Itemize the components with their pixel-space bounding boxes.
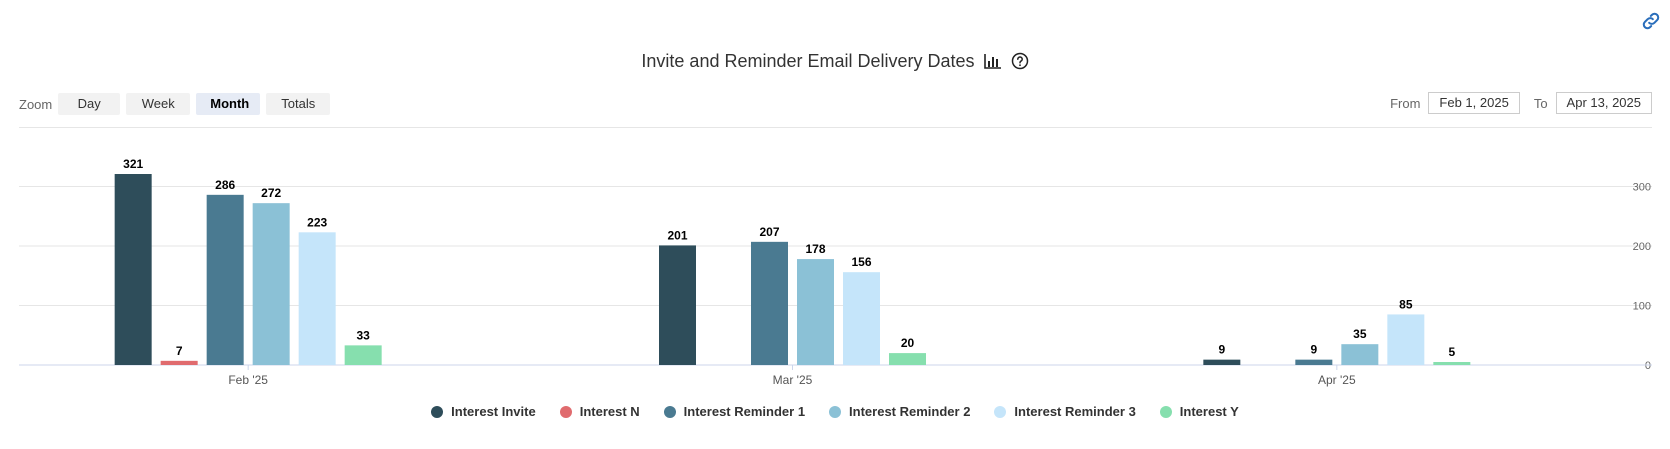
data-label: 9 — [1218, 343, 1225, 357]
x-tick-label: Mar '25 — [773, 373, 813, 387]
data-label: 85 — [1399, 297, 1413, 311]
y-tick-label: 0 — [1645, 360, 1651, 372]
data-label: 223 — [307, 215, 327, 229]
chart-title: Invite and Reminder Email Delivery Dates — [0, 50, 1670, 72]
chart-legend: Interest Invite Interest N Interest Remind… — [0, 404, 1670, 419]
legend-label: Interest Y — [1179, 404, 1239, 419]
data-label: 7 — [176, 344, 183, 358]
data-label: 156 — [851, 255, 871, 269]
bar — [1295, 359, 1333, 365]
legend-marker — [1159, 405, 1172, 418]
toolbar-divider — [19, 127, 1652, 128]
data-label: 207 — [759, 225, 779, 239]
data-label: 9 — [1310, 343, 1317, 357]
bar — [797, 259, 834, 365]
zoom-totals-button[interactable]: Totals — [266, 93, 331, 115]
bar — [252, 203, 290, 365]
y-tick-label: 300 — [1633, 182, 1651, 194]
bar — [1341, 344, 1379, 365]
legend-label: Interest Reminder 2 — [849, 404, 971, 419]
bar — [1387, 314, 1425, 365]
zoom-week-button[interactable]: Week — [126, 93, 191, 115]
from-date-input[interactable]: Feb 1, 2025 — [1428, 92, 1520, 114]
legend-marker — [559, 405, 572, 418]
data-label: 321 — [123, 157, 143, 171]
bar — [114, 174, 152, 365]
data-label: 35 — [1353, 327, 1367, 341]
to-date-input[interactable]: Apr 13, 2025 — [1555, 92, 1652, 114]
bar — [1203, 359, 1241, 365]
bar — [659, 245, 696, 365]
zoom-month-button[interactable]: Month — [196, 93, 261, 115]
chart-title-text: Invite and Reminder Email Delivery Dates — [641, 50, 975, 71]
data-label: 286 — [215, 178, 235, 192]
data-label: 272 — [261, 186, 281, 200]
to-label: To — [1533, 95, 1548, 111]
data-label: 33 — [356, 328, 370, 342]
bar — [344, 345, 382, 365]
legend-label: Interest Invite — [451, 404, 536, 419]
bar — [1433, 362, 1471, 365]
legend-item[interactable]: Interest Reminder 2 — [829, 404, 970, 419]
legend-marker — [431, 405, 444, 418]
zoom-day-button[interactable]: Day — [58, 93, 121, 115]
legend-item[interactable]: Interest Reminder 3 — [994, 404, 1136, 419]
data-label: 178 — [805, 242, 825, 256]
legend-item[interactable]: Interest Y — [1159, 404, 1239, 419]
from-label: From — [1390, 95, 1421, 111]
legend-marker — [663, 405, 676, 418]
x-tick-label: Apr '25 — [1318, 373, 1356, 387]
help-icon[interactable] — [1011, 52, 1029, 70]
y-tick-label: 100 — [1633, 301, 1651, 313]
legend-marker — [994, 405, 1007, 418]
legend-item[interactable]: Interest Reminder 1 — [663, 404, 806, 419]
zoom-controls: Zoom Day Week Month Totals — [19, 93, 336, 115]
bar-chart-icon[interactable] — [983, 53, 1002, 70]
legend-item[interactable]: Interest Invite — [431, 404, 536, 419]
bar — [751, 241, 788, 365]
bar — [298, 232, 336, 365]
bar — [206, 194, 244, 365]
x-tick-label: Feb '25 — [228, 373, 268, 387]
bar — [889, 353, 926, 365]
data-label: 5 — [1448, 345, 1455, 359]
link-icon[interactable] — [1640, 10, 1662, 32]
zoom-label: Zoom — [19, 96, 53, 112]
legend-item[interactable]: Interest N — [559, 404, 640, 419]
y-tick-label: 200 — [1633, 241, 1651, 253]
legend-label: Interest Reminder 1 — [683, 404, 806, 419]
legend-label: Interest Reminder 3 — [1014, 404, 1136, 419]
data-label: 20 — [901, 336, 915, 350]
bar — [843, 272, 880, 365]
bar-chart: 0 100 200 300 321 7 286 272 223 33 Feb '25 201 207 17… — [19, 157, 1652, 387]
legend-marker — [829, 405, 842, 418]
legend-label: Interest N — [579, 404, 640, 419]
bar — [160, 360, 198, 365]
data-label: 201 — [667, 228, 687, 242]
date-range: From Feb 1, 2025 To Apr 13, 2025 — [1376, 92, 1652, 114]
